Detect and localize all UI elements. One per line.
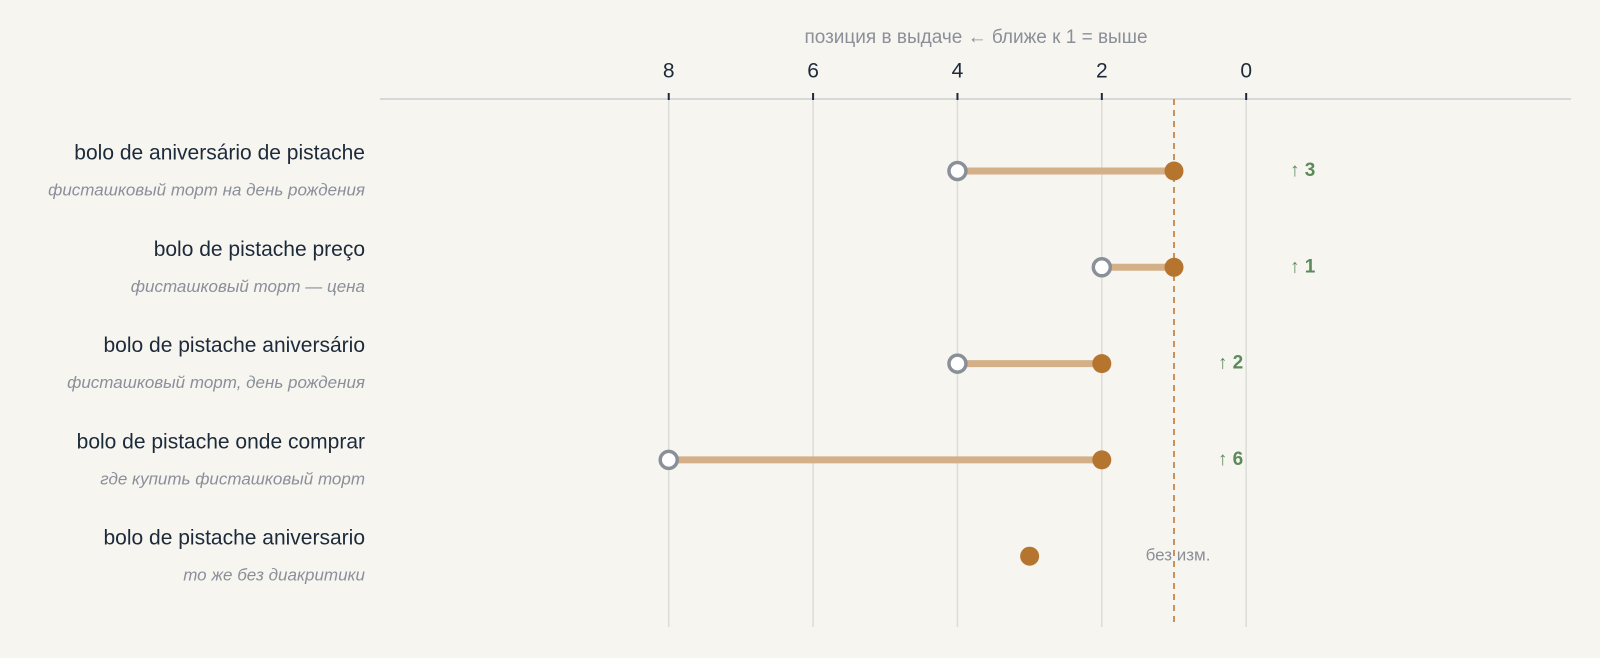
x-tick-label: 8: [663, 60, 675, 83]
after-dot: [1164, 257, 1184, 277]
x-tick-label: 0: [1240, 60, 1252, 83]
category-subtitle: то же без диакритики: [183, 566, 365, 585]
change-label: ↑ 3: [1290, 160, 1315, 181]
change-label: ↑ 6: [1218, 449, 1243, 470]
x-tick-label: 6: [807, 60, 819, 83]
category-subtitle: фисташковый торт, день рождения: [67, 373, 365, 392]
x-tick-label: 4: [952, 60, 964, 83]
after-dot: [1020, 546, 1040, 566]
category-label: bolo de pistache aniversário: [104, 334, 366, 357]
category-label: bolo de pistache onde comprar: [77, 430, 365, 453]
category-subtitle: фисташковый торт — цена: [131, 277, 365, 296]
category-label: bolo de aniversário de pistache: [74, 142, 365, 165]
after-dot: [1164, 161, 1184, 181]
after-dot: [1092, 354, 1112, 374]
category-label: bolo de pistache preço: [154, 238, 365, 261]
before-dot: [947, 160, 968, 182]
change-label: ↑ 1: [1290, 256, 1316, 277]
category-subtitle: где купить фисташковый торт: [100, 469, 365, 488]
category-subtitle: фисташковый торт на день рождения: [48, 180, 365, 199]
category-label: bolo de pistache aniversario: [104, 527, 366, 550]
change-label: ↑ 2: [1218, 353, 1243, 374]
before-dot: [658, 449, 679, 471]
x-tick-label: 2: [1096, 60, 1108, 83]
change-label: без изм.: [1146, 546, 1211, 565]
before-dot: [1091, 257, 1113, 278]
chart-title: позиция в выдаче ← ближе к 1 = выше: [804, 27, 1147, 48]
before-dot: [947, 353, 968, 374]
after-dot: [1092, 450, 1112, 470]
